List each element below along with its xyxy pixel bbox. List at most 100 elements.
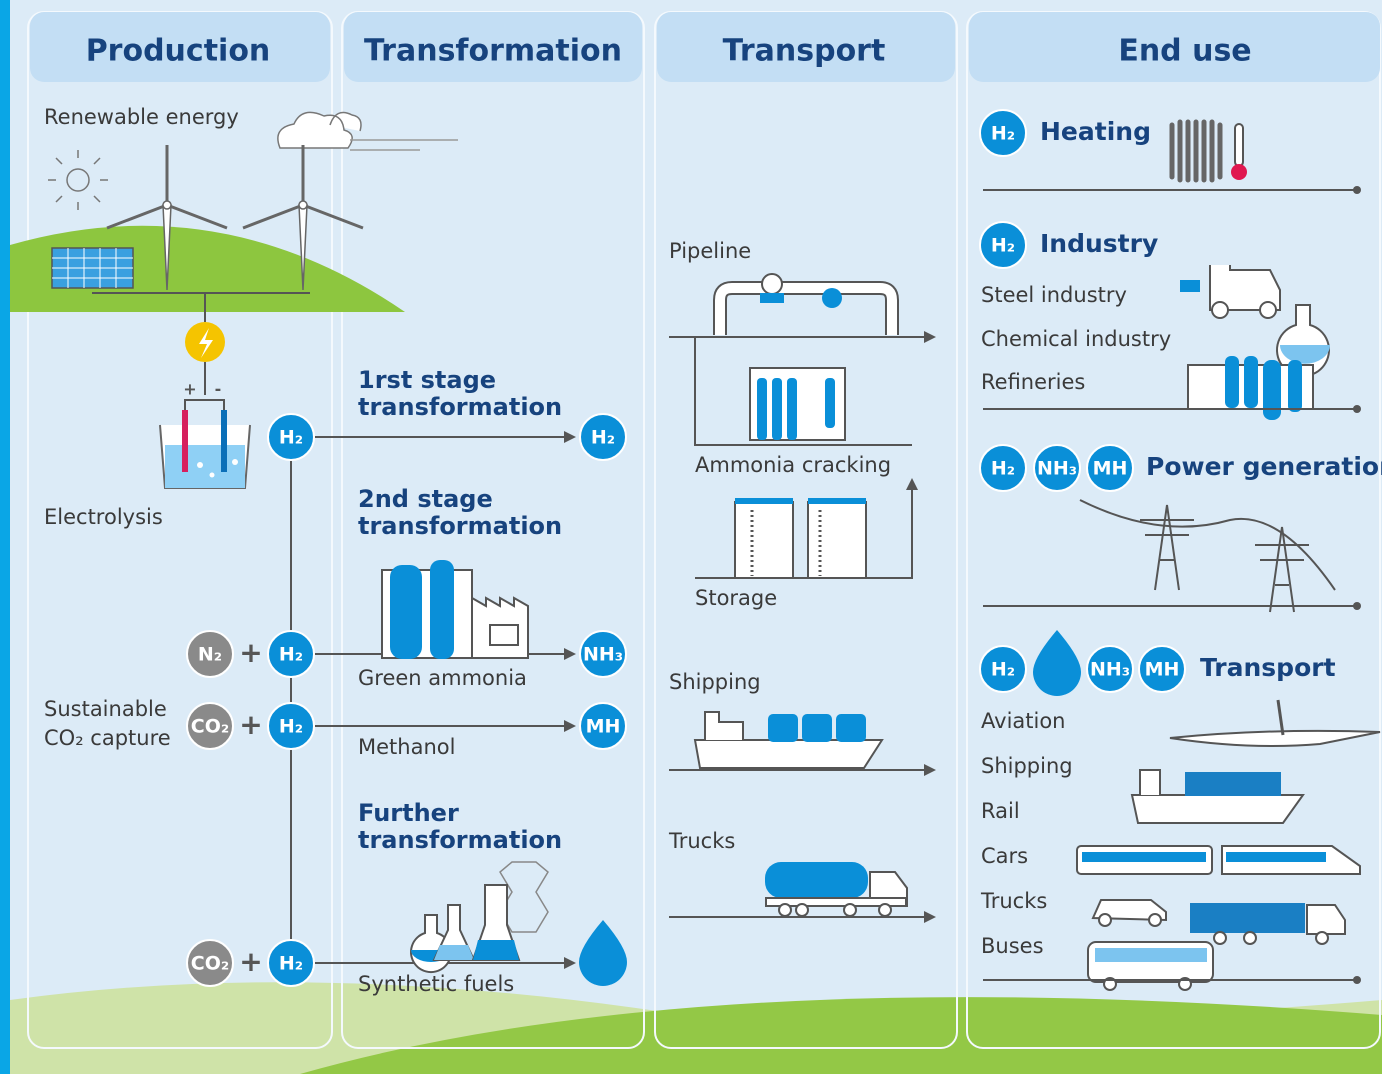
badge-label: H₂ (279, 953, 303, 975)
use-title: Industry (1040, 229, 1158, 258)
label: Electrolysis (44, 505, 163, 529)
wind-lines (350, 139, 458, 151)
storage-tanks (734, 498, 867, 579)
electrode-sign: + (183, 380, 196, 399)
electrode-sign: - (215, 380, 222, 399)
power-pylons (1079, 499, 1336, 613)
fuel-drop (1033, 630, 1081, 696)
badge (1033, 444, 1081, 492)
sun (48, 150, 108, 210)
badge (979, 444, 1027, 492)
label: CO₂ capture (44, 726, 171, 750)
label: Shipping (981, 754, 1073, 778)
lab-flasks (410, 861, 549, 973)
badge-label: MH (1145, 659, 1180, 681)
column-title: Transport (723, 34, 886, 69)
plus-sign: + (239, 945, 262, 978)
badge (579, 630, 627, 678)
column-title: End use (1118, 34, 1251, 69)
badge-label: H₂ (591, 427, 615, 449)
badge (979, 221, 1027, 269)
label: Green ammonia (358, 666, 527, 690)
column-title: Transformation (364, 34, 622, 69)
stage-title: transformation (358, 826, 562, 854)
badge (267, 702, 315, 750)
badge (267, 939, 315, 987)
label: Renewable energy (44, 105, 239, 129)
stage-title: 1rst stage (358, 366, 496, 394)
pipeline-icon (713, 273, 899, 335)
industry-icons (1180, 265, 1330, 420)
badge-label: H₂ (279, 716, 303, 738)
badge-label: NH₃ (1037, 458, 1077, 480)
column-headers (30, 12, 1380, 82)
label: Pipeline (669, 239, 751, 263)
badge-label: H₂ (279, 644, 303, 666)
badge (1086, 645, 1134, 693)
stage-title: transformation (358, 393, 562, 421)
truck (765, 862, 908, 917)
badge (186, 939, 234, 987)
label: Buses (981, 934, 1044, 958)
label: Sustainable (44, 697, 167, 721)
stage-title: 2nd stage (358, 485, 493, 513)
transport-lines (669, 769, 928, 918)
badge (186, 630, 234, 678)
label: Storage (695, 586, 777, 610)
badge (579, 413, 627, 461)
badge-label: MH (1093, 458, 1128, 480)
badge (579, 702, 627, 750)
badge (186, 702, 234, 750)
use-title: Transport (1200, 653, 1336, 682)
bolt (199, 328, 213, 358)
badge (979, 645, 1027, 693)
separators (983, 186, 1361, 984)
electrolysis-tank (159, 399, 251, 489)
fuel-drop (579, 920, 627, 986)
plus-sign: + (239, 636, 262, 669)
hill-front (300, 997, 1382, 1074)
badge-label: N₂ (198, 644, 222, 666)
badge-label: H₂ (991, 123, 1015, 145)
badge (267, 630, 315, 678)
label: Refineries (981, 370, 1085, 394)
plus-sign: + (239, 708, 262, 741)
stage-title: Further (358, 799, 459, 827)
badge-label: MH (586, 716, 621, 738)
badge-label: H₂ (991, 235, 1015, 257)
solar-panel (51, 247, 134, 289)
ship (693, 711, 884, 769)
power-line (92, 292, 310, 395)
use-title: Heating (1040, 117, 1151, 146)
left-strip (0, 0, 10, 1074)
column-title: Production (86, 34, 271, 69)
label: Chemical industry (981, 327, 1171, 351)
label: Ammonia cracking (695, 453, 891, 477)
radiator (1169, 119, 1247, 183)
clouds (277, 111, 362, 149)
badge-label: H₂ (991, 458, 1015, 480)
wind-turbines (106, 145, 364, 291)
label: Steel industry (981, 283, 1127, 307)
label: Methanol (358, 735, 455, 759)
badge (1086, 444, 1134, 492)
vehicle-icons (1076, 699, 1381, 991)
ammonia-plant (381, 560, 529, 659)
label: Aviation (981, 709, 1066, 733)
badge (1138, 645, 1186, 693)
badge-label: NH₃ (583, 644, 623, 666)
label: Trucks (668, 829, 735, 853)
label: Synthetic fuels (358, 972, 514, 996)
stage-title: transformation (358, 512, 562, 540)
label: Rail (981, 799, 1020, 823)
badge-label: CO₂ (191, 716, 229, 738)
label: Trucks (980, 889, 1047, 913)
badge (979, 109, 1027, 157)
badge-label: CO₂ (191, 953, 229, 975)
use-title: Power generation (1146, 452, 1382, 481)
badge-label: NH₃ (1090, 659, 1130, 681)
badge-label: H₂ (279, 427, 303, 449)
label: Cars (981, 844, 1028, 868)
